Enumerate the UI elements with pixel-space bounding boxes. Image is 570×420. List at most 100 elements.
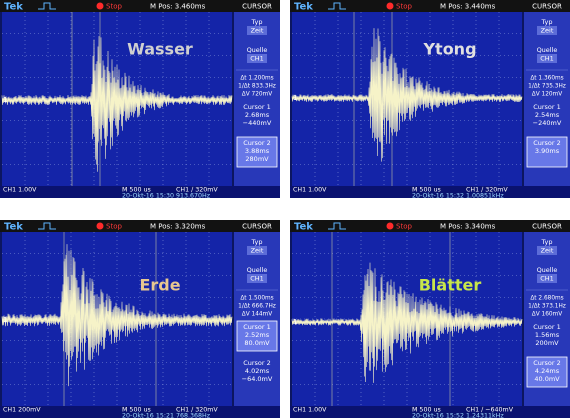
menu-label: Typ xyxy=(541,238,553,246)
menu-title: CURSOR xyxy=(242,223,272,231)
menu-value: CH1 xyxy=(540,55,554,63)
trigger-frequency: 1.00851kHz xyxy=(466,193,504,200)
status: Stop xyxy=(396,3,412,11)
timestamp: 20-Okt-16 15:32 xyxy=(412,193,464,200)
sample-label: Wasser xyxy=(127,40,193,59)
delta-time: Δt 1.200ms xyxy=(240,76,273,82)
horizontal-position: M Pos: 3.460ms xyxy=(150,3,206,11)
menu-label: Typ xyxy=(251,238,263,246)
menu-label: Quelle xyxy=(537,46,558,54)
menu-value: Zeit xyxy=(541,27,554,35)
stop-indicator xyxy=(97,3,104,10)
menu-title: CURSOR xyxy=(532,3,562,11)
brand: Tek xyxy=(4,2,23,13)
menu-label: Quelle xyxy=(537,266,558,274)
ground-marker: 1 xyxy=(3,96,7,104)
scope-panel: Tek Stop M Pos: 3.440ms CURSOR 1 Ytong TypZeit… xyxy=(290,0,570,200)
channel-scale: CH1 200mV xyxy=(3,407,41,414)
cursor-label: Cursor 2 xyxy=(243,139,271,147)
delta-time: Δt 1.500ms xyxy=(240,296,273,302)
cursor-level: 40.0mV xyxy=(534,375,560,383)
menu-label: Typ xyxy=(541,18,553,26)
cursor-level: −64.0mV xyxy=(242,375,273,383)
header-bar xyxy=(290,220,570,232)
menu-label: Quelle xyxy=(247,266,268,274)
scope-panel: Tek Stop M Pos: 3.340ms CURSOR 1 Blätter TypZe… xyxy=(290,220,570,420)
delta-time: Δt 1.360ms xyxy=(530,76,563,82)
menu-value: Zeit xyxy=(541,247,554,255)
delta-frequency: 1/Δt 735.3Hz xyxy=(528,84,566,90)
cursor-time: 3.88ms xyxy=(245,147,270,155)
cursor-level: 80.0mV xyxy=(244,339,270,347)
scope-panel: TekStopM Pos: 3.460msCURSOR1WasserTypZei… xyxy=(0,0,280,200)
horizontal-position: M Pos: 3.440ms xyxy=(440,3,496,11)
cursor-time: 2.54ms xyxy=(535,111,560,119)
ground-marker: 1 xyxy=(3,316,7,324)
timestamp: 20-Okt-16 15:52 xyxy=(412,413,464,420)
delta-voltage: ΔV 160mV xyxy=(532,312,562,318)
menu-title: CURSOR xyxy=(532,223,562,231)
timestamp: 20-Okt-16 15:30 xyxy=(122,193,174,200)
cursor-label: Cursor 1 xyxy=(533,103,561,111)
header-bar xyxy=(0,0,280,12)
menu-value: CH1 xyxy=(250,275,264,283)
cursor-label: Cursor 2 xyxy=(533,359,561,367)
menu-value: CH1 xyxy=(250,55,264,63)
header-bar xyxy=(0,220,280,232)
menu-title: CURSOR xyxy=(242,3,272,11)
stop-indicator xyxy=(97,223,104,230)
stop-indicator xyxy=(387,3,394,10)
horizontal-position: M Pos: 3.340ms xyxy=(440,223,496,231)
cursor-label: Cursor 2 xyxy=(533,139,561,147)
brand: Tek xyxy=(294,222,313,233)
channel-scale: CH1 1.00V xyxy=(293,187,327,194)
status: Stop xyxy=(106,223,122,231)
stop-indicator xyxy=(387,223,394,230)
cursor-time: 3.90ms xyxy=(535,147,560,155)
cursor-level: −440mV xyxy=(243,119,272,127)
menu-value: CH1 xyxy=(540,275,554,283)
delta-frequency: 1/Δt 666.7Hz xyxy=(238,304,276,310)
cursor-level: 280mV xyxy=(245,155,269,163)
cursor-time: 1.56ms xyxy=(535,331,560,339)
cursor-time: 2.68ms xyxy=(245,111,270,119)
trigger-frequency: 1.24311kHz xyxy=(466,413,504,420)
header-bar xyxy=(290,0,570,12)
cursor-time: 2.52ms xyxy=(245,331,270,339)
cursor-label: Cursor 2 xyxy=(243,359,271,367)
horizontal-position: M Pos: 3.320ms xyxy=(150,223,206,231)
cursor-time: 4.02ms xyxy=(245,367,270,375)
cursor-time: 4.24ms xyxy=(535,367,560,375)
menu-value: Zeit xyxy=(251,27,264,35)
menu-label: Typ xyxy=(251,18,263,26)
menu-label: Quelle xyxy=(247,46,268,54)
channel-scale: CH1 1.00V xyxy=(3,187,37,194)
channel-scale: CH1 1.00V xyxy=(293,407,327,414)
brand: Tek xyxy=(4,222,23,233)
brand: Tek xyxy=(294,2,313,13)
timestamp: 20-Okt-16 15:21 xyxy=(122,413,174,420)
sample-label: Erde xyxy=(139,276,180,295)
delta-voltage: ΔV 720mV xyxy=(242,92,272,98)
delta-voltage: ΔV 120mV xyxy=(532,92,562,98)
status: Stop xyxy=(396,223,412,231)
screenshot: TekStopM Pos: 3.460msCURSOR1WasserTypZei… xyxy=(0,0,570,420)
delta-frequency: 1/Δt 373.1Hz xyxy=(528,304,566,310)
delta-voltage: ΔV 144mV xyxy=(242,312,272,318)
sample-label: Blätter xyxy=(419,276,482,295)
cursor-label: Cursor 1 xyxy=(243,323,271,331)
cursor-label: Cursor 1 xyxy=(243,103,271,111)
delta-time: Δt 2.680ms xyxy=(530,296,563,302)
cursor-level: 200mV xyxy=(535,339,559,347)
menu-value: Zeit xyxy=(251,247,264,255)
ground-marker: 1 xyxy=(293,94,297,102)
delta-frequency: 1/Δt 833.3Hz xyxy=(238,84,276,90)
ground-marker: 1 xyxy=(293,318,297,326)
sample-label: Ytong xyxy=(422,40,476,59)
trigger-frequency: 768.368Hz xyxy=(176,413,211,420)
trigger-frequency: 913.670Hz xyxy=(176,193,211,200)
page: {"panels": [ {"brand": "Tek", "status": … xyxy=(0,0,570,420)
cursor-label: Cursor 1 xyxy=(533,323,561,331)
cursor-level: −240mV xyxy=(533,119,562,127)
